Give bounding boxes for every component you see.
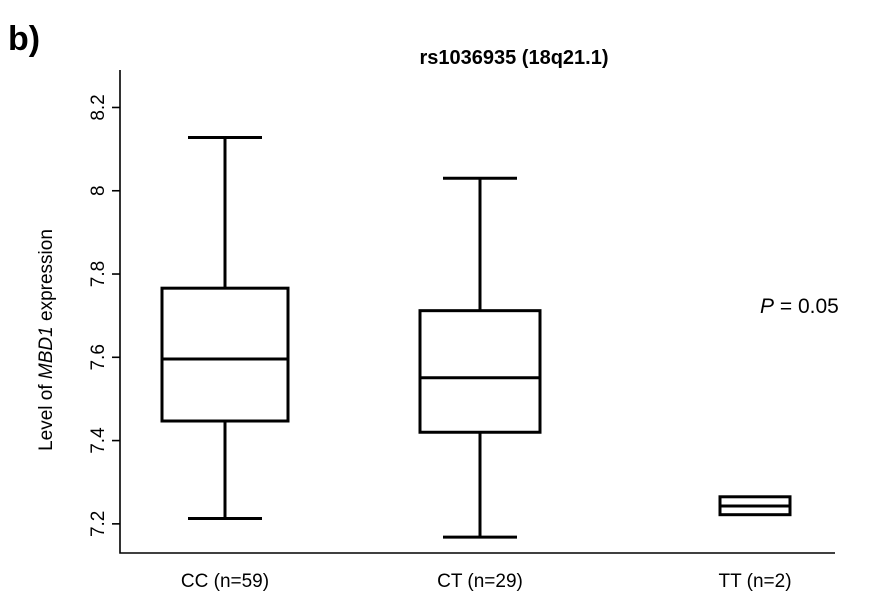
p-value-text: = 0.05 bbox=[774, 295, 839, 318]
box-1 bbox=[160, 135, 290, 520]
y-axis-label-part-1: Level of bbox=[36, 379, 57, 451]
y-ticks: 7.2 7.4 7.6 7.8 8 8.2 bbox=[88, 94, 120, 537]
box-iqr bbox=[418, 309, 542, 434]
y-axis-label-part-3: expression bbox=[36, 229, 57, 326]
y-tick-label: 7.2 bbox=[88, 511, 109, 537]
p-value-annotation: P = 0.05 bbox=[760, 295, 839, 318]
y-tick-label: 7.8 bbox=[88, 261, 109, 287]
category-label: CT (n=29) bbox=[437, 571, 523, 592]
category-labels: CC (n=59) CT (n=29) TT (n=2) bbox=[181, 571, 792, 592]
category-label: CC (n=59) bbox=[181, 571, 269, 592]
box-2 bbox=[418, 176, 542, 539]
box-3 bbox=[718, 495, 792, 517]
svg-text:Level of MBD1 expression: Level of MBD1 expression bbox=[36, 229, 57, 451]
p-value-symbol: P bbox=[760, 295, 774, 318]
boxes bbox=[160, 135, 792, 539]
panel-label: b) bbox=[8, 20, 40, 58]
y-axis-label: Level of MBD1 expression bbox=[36, 229, 57, 451]
y-axis-label-gene: MBD1 bbox=[36, 326, 57, 379]
box-iqr bbox=[160, 286, 290, 423]
y-tick-label: 7.6 bbox=[88, 344, 109, 370]
category-label: TT (n=2) bbox=[718, 571, 791, 592]
axis-lines bbox=[119, 70, 835, 554]
y-tick-label: 8.2 bbox=[88, 94, 109, 120]
y-tick-label: 7.4 bbox=[88, 427, 109, 454]
y-tick-label: 8 bbox=[88, 185, 109, 196]
chart-title: rs1036935 (18q21.1) bbox=[419, 47, 608, 69]
